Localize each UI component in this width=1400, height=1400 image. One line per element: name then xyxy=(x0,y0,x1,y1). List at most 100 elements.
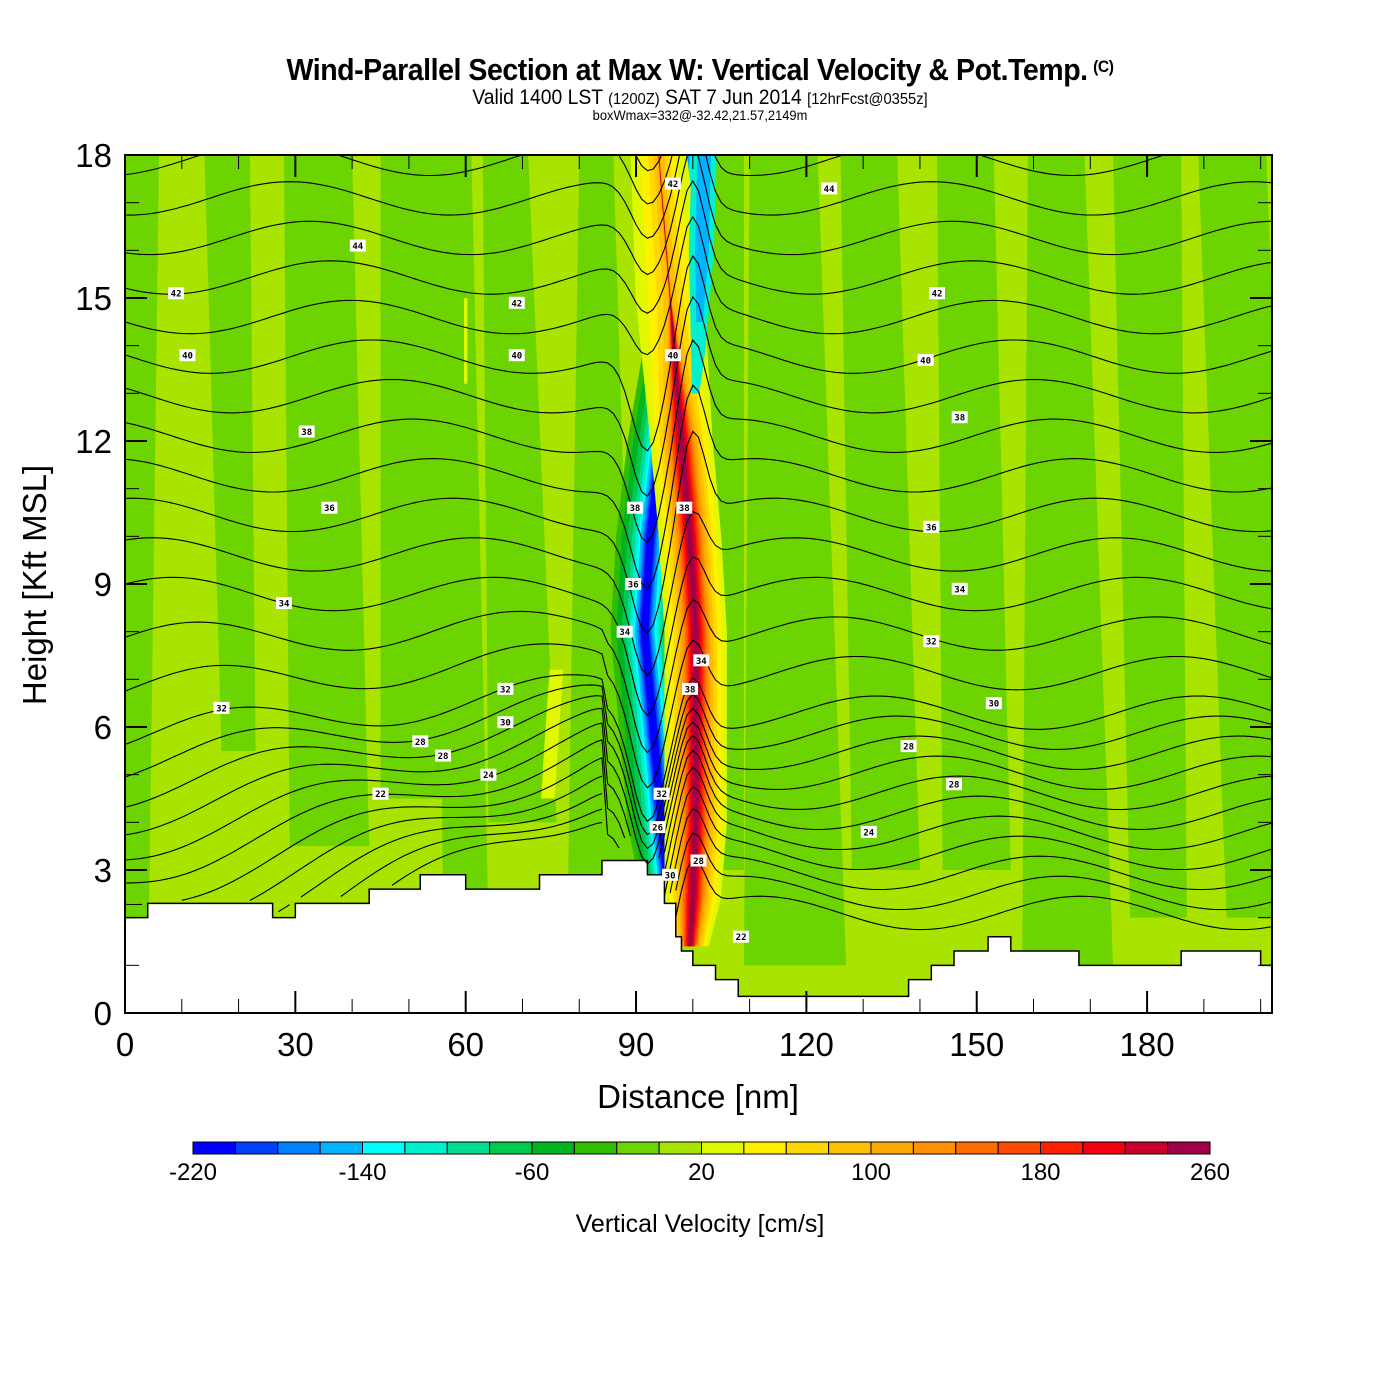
x-tick-labels: 0 30 60 90 120 150 180 xyxy=(116,1026,1175,1063)
theta-contour-line xyxy=(125,707,1272,865)
theta-contour-line xyxy=(125,722,1272,861)
contour-label: 32 xyxy=(653,787,670,800)
theta-contour-line xyxy=(125,155,1166,205)
theta-contour-line xyxy=(125,684,1272,836)
axes xyxy=(124,154,1273,1014)
colorbar-swatch xyxy=(404,1141,448,1155)
contour-label-text: 40 xyxy=(182,352,193,362)
colorbar-swatch xyxy=(616,1141,660,1155)
contour-label-text: 34 xyxy=(954,585,965,595)
x-tick-label: 90 xyxy=(618,1026,655,1063)
contour-label: 32 xyxy=(497,682,514,695)
contour-label: 28 xyxy=(900,740,917,753)
colorbar-swatch xyxy=(912,1141,957,1155)
colorbar-tick-label: 180 xyxy=(1020,1159,1060,1186)
contour-label-box xyxy=(676,501,693,514)
theta-contour-line xyxy=(125,155,1272,276)
theta-contour-line xyxy=(125,756,1272,906)
sinking-band xyxy=(840,155,920,870)
y-tick-labels: 0 3 6 9 12 15 18 xyxy=(75,137,112,1032)
colorbar-swatch xyxy=(446,1141,491,1155)
colorbar-swatch xyxy=(192,1141,236,1155)
subtitle-valid: Valid 1400 LST xyxy=(472,86,603,109)
colorbar-swatch xyxy=(658,1141,703,1155)
subtitle-forecast: [12hrFcst@0355z] xyxy=(807,91,928,108)
contour-label-box xyxy=(616,625,633,638)
theta-contour-line xyxy=(635,155,663,172)
theta-contour-line xyxy=(125,511,1272,677)
theta-contour-line xyxy=(125,155,1272,239)
y-tick-label: 6 xyxy=(94,709,112,746)
y-tick-label: 9 xyxy=(94,566,112,603)
contour-label: 38 xyxy=(676,501,693,514)
contour-label-text: 28 xyxy=(903,743,914,753)
contour-label-text: 28 xyxy=(693,857,704,867)
contour-label: 30 xyxy=(662,868,679,881)
theta-contour-line xyxy=(125,555,1272,717)
sinking-band xyxy=(437,155,489,918)
contour-label: 40 xyxy=(664,349,681,362)
contour-label-box xyxy=(179,349,196,362)
theta-contour-line xyxy=(125,180,1272,314)
contour-label: 26 xyxy=(649,821,666,834)
contour-label-box xyxy=(693,654,710,667)
contour-label-box xyxy=(508,296,525,309)
contour-label: 24 xyxy=(480,768,497,781)
contour-label-box xyxy=(649,821,666,834)
sinking-band xyxy=(1113,155,1187,918)
x-tick-label: 120 xyxy=(779,1026,834,1063)
theta-contour-line xyxy=(125,674,1272,823)
contour-label-box xyxy=(497,716,514,729)
contour-label: 42 xyxy=(664,177,681,190)
contour-label-box xyxy=(653,787,670,800)
y-tick-label: 15 xyxy=(75,280,112,317)
contour-label-text: 36 xyxy=(628,581,639,591)
contour-label-box xyxy=(435,749,451,762)
contour-label-text: 36 xyxy=(324,504,335,514)
contour-label: 28 xyxy=(412,735,429,748)
contour-label: 28 xyxy=(946,778,962,791)
contour-label-box xyxy=(821,182,838,195)
contour-label: 44 xyxy=(349,239,366,252)
contour-label-text: 22 xyxy=(736,933,747,943)
contour-label-text: 36 xyxy=(926,523,937,533)
contour-label-text: 24 xyxy=(863,828,874,838)
colorbar-swatch xyxy=(828,1141,872,1155)
contour-label-text: 42 xyxy=(667,180,678,190)
contour-label-text: 34 xyxy=(619,628,630,638)
contour-label-text: 40 xyxy=(920,357,931,367)
x-tick-label: 0 xyxy=(116,1026,134,1063)
contour-label: 36 xyxy=(321,501,338,514)
sinking-band xyxy=(283,155,370,847)
updraft-layer xyxy=(658,155,699,947)
contour-label: 30 xyxy=(985,697,1002,710)
x-tick-label: 180 xyxy=(1120,1026,1175,1063)
y-tick-label: 3 xyxy=(94,852,112,889)
x-tick-label: 150 xyxy=(949,1026,1004,1063)
terrain xyxy=(125,859,1272,1013)
contour-label: 34 xyxy=(951,582,968,595)
contour-label-text: 38 xyxy=(301,428,312,438)
colorbar-tick-label: 100 xyxy=(851,1159,891,1186)
theta-contour-line xyxy=(249,775,1272,901)
contour-label-text: 44 xyxy=(352,242,363,252)
contour-label-text: 32 xyxy=(216,704,227,714)
colorbar-labels: -220 -140 -60 20 100 180 260 xyxy=(169,1159,1230,1186)
contour-label-box xyxy=(985,697,1002,710)
contour-label-text: 38 xyxy=(629,504,640,514)
colorbar xyxy=(192,1141,1211,1155)
subtitle-utc: (1200Z) xyxy=(608,91,660,108)
contour-label-text: 32 xyxy=(926,638,937,648)
contour-label: 36 xyxy=(923,520,940,533)
theta-contour-line xyxy=(278,792,1272,913)
contour-label-box xyxy=(923,635,940,648)
contour-label-box xyxy=(508,349,525,362)
contour-label-text: 38 xyxy=(954,414,965,424)
contour-label-text: 40 xyxy=(511,352,522,362)
x-tick-label: 30 xyxy=(277,1026,314,1063)
contour-label: 40 xyxy=(508,349,525,362)
theta-contour-line xyxy=(125,339,1272,544)
y-tick-label: 18 xyxy=(75,137,112,174)
contour-label-box xyxy=(923,520,940,533)
